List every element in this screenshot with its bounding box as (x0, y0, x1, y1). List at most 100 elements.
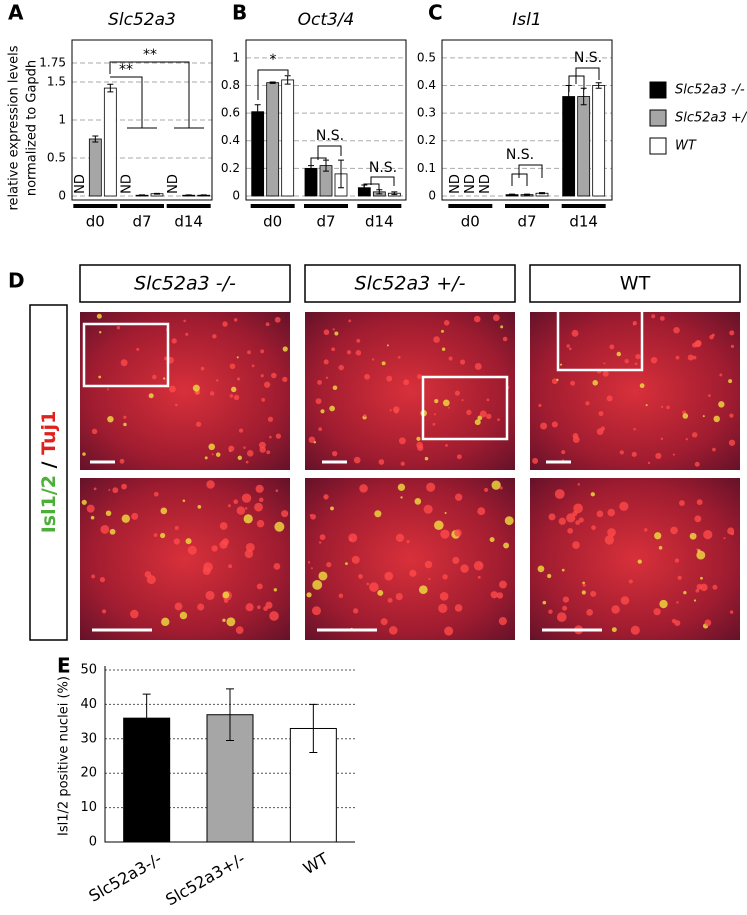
cell (561, 450, 566, 455)
error-bar (154, 192, 160, 195)
cell (261, 397, 266, 402)
cell (216, 379, 219, 382)
cell (206, 480, 215, 489)
y-tick-label: 30 (80, 731, 97, 746)
y-tick-label: 0 (58, 189, 66, 203)
cell (414, 498, 422, 505)
cell (496, 592, 504, 599)
y-tick-label: 40 (80, 697, 97, 712)
error-bar (107, 83, 114, 93)
cell (673, 326, 680, 334)
cell (258, 441, 266, 449)
cell (439, 591, 449, 601)
cell (91, 428, 98, 435)
y-tick-label: 1.75 (39, 56, 66, 70)
cell (460, 359, 466, 365)
cell (236, 356, 239, 359)
cell (619, 501, 629, 511)
cell (700, 583, 708, 592)
cell (374, 510, 382, 518)
cell (245, 542, 255, 552)
cell (353, 608, 359, 614)
cell (245, 460, 249, 464)
cell (308, 436, 316, 444)
annotation: N.S. (506, 147, 534, 163)
bar (103, 87, 117, 197)
cell (393, 406, 400, 413)
significance-bracket (363, 183, 380, 190)
cell (602, 370, 609, 377)
cell (540, 422, 548, 430)
cell (433, 413, 436, 416)
cell (454, 529, 462, 537)
cell (416, 441, 423, 449)
axis-line (104, 666, 355, 843)
cell (709, 334, 714, 340)
cell (416, 436, 421, 441)
cell (152, 374, 157, 380)
cell (238, 428, 244, 433)
cell (406, 539, 410, 544)
cell (666, 405, 670, 410)
column-header: Slc52a3 -/- (134, 273, 236, 295)
cell (236, 377, 241, 381)
cell (532, 457, 539, 464)
y-tick-label: 0.6 (221, 106, 240, 120)
error-bar (338, 159, 344, 189)
cell (447, 406, 450, 409)
cell (161, 617, 170, 627)
row-label-part: Isl1/2 (38, 475, 60, 533)
cell (230, 386, 237, 393)
cell (654, 532, 662, 540)
cell (562, 596, 570, 603)
cell (452, 556, 460, 564)
cell (121, 514, 131, 523)
significance-bracket (370, 176, 395, 186)
error-bar (200, 194, 207, 197)
cell (434, 520, 444, 531)
cell (211, 545, 218, 552)
cell (611, 605, 620, 614)
cell (131, 512, 139, 520)
cell (693, 599, 697, 602)
x-tick-label: d0 (461, 213, 480, 231)
bar (562, 96, 576, 197)
cell (443, 320, 450, 326)
x-tick-label: d14 (174, 213, 203, 231)
cell (694, 461, 700, 467)
cell (474, 362, 482, 370)
bar (88, 138, 102, 197)
cell (265, 322, 270, 327)
cell (558, 517, 566, 525)
cell (723, 537, 726, 540)
y-tick-label: 0.4 (417, 78, 436, 92)
cell (130, 609, 139, 619)
cell (116, 326, 121, 330)
cell (121, 483, 127, 490)
cell (123, 415, 127, 419)
cell (572, 433, 579, 439)
cell (658, 546, 663, 550)
cell (338, 364, 344, 371)
cell (312, 579, 323, 590)
cell (317, 380, 322, 385)
cell (466, 409, 472, 416)
micrograph (530, 312, 740, 470)
chart-title: Slc52a3 (108, 10, 176, 30)
cell (596, 428, 604, 436)
cell (229, 394, 234, 398)
legend-swatch (649, 137, 667, 155)
cell (274, 316, 281, 323)
y-tick-label: 0 (89, 835, 97, 850)
cell (146, 575, 156, 585)
cell (153, 491, 159, 497)
cell (163, 377, 166, 380)
cell (81, 499, 87, 505)
cell (254, 502, 263, 512)
inset-box (556, 306, 644, 372)
cell (381, 361, 386, 366)
cell (570, 380, 576, 386)
cell (484, 487, 489, 492)
cell (568, 347, 572, 351)
cell (244, 507, 248, 510)
